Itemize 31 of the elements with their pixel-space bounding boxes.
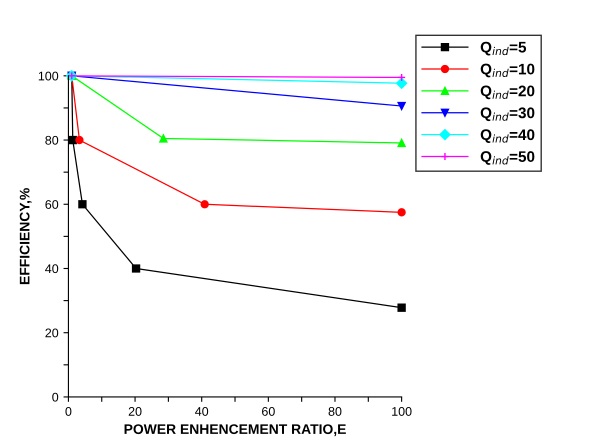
legend-label: Q$_{ind}$=40 bbox=[480, 129, 534, 143]
point bbox=[397, 208, 406, 216]
point bbox=[397, 304, 406, 312]
point bbox=[78, 200, 87, 208]
y-axis-title: EFFICIENCY,% bbox=[20, 188, 32, 284]
x-tick-label: 0 bbox=[65, 406, 72, 416]
y-tick-label: 80 bbox=[45, 136, 58, 145]
point bbox=[200, 200, 209, 208]
legend-label: Q$_{ind}$=5 bbox=[480, 42, 526, 56]
point bbox=[132, 264, 140, 273]
x-tick-label: 60 bbox=[262, 406, 275, 416]
legend-label: Q$_{ind}$=50 bbox=[480, 151, 534, 165]
x-axis-title: POWER ENHENCEMENT RATIO,E bbox=[124, 424, 346, 436]
y-tick-label: 40 bbox=[45, 264, 58, 274]
point bbox=[75, 136, 84, 144]
y-tick-label: 60 bbox=[45, 200, 58, 209]
x-tick-label: 80 bbox=[328, 406, 342, 416]
y-tick-label: 20 bbox=[45, 328, 58, 338]
x-tick-label: 20 bbox=[128, 406, 142, 416]
y-tick-label: 100 bbox=[38, 72, 58, 80]
point bbox=[159, 134, 168, 143]
point bbox=[396, 78, 408, 89]
point bbox=[397, 73, 406, 82]
legend-label: Q$_{ind}$=10 bbox=[480, 64, 534, 78]
legend-label: Q$_{ind}$=30 bbox=[480, 107, 534, 122]
x-tick-label: 40 bbox=[195, 406, 208, 416]
x-tick-label: 100 bbox=[392, 406, 412, 416]
point bbox=[397, 102, 406, 110]
legend-label: Q$_{ind}$=20 bbox=[480, 86, 534, 100]
point bbox=[397, 138, 406, 148]
y-tick-label: 0 bbox=[52, 392, 58, 402]
